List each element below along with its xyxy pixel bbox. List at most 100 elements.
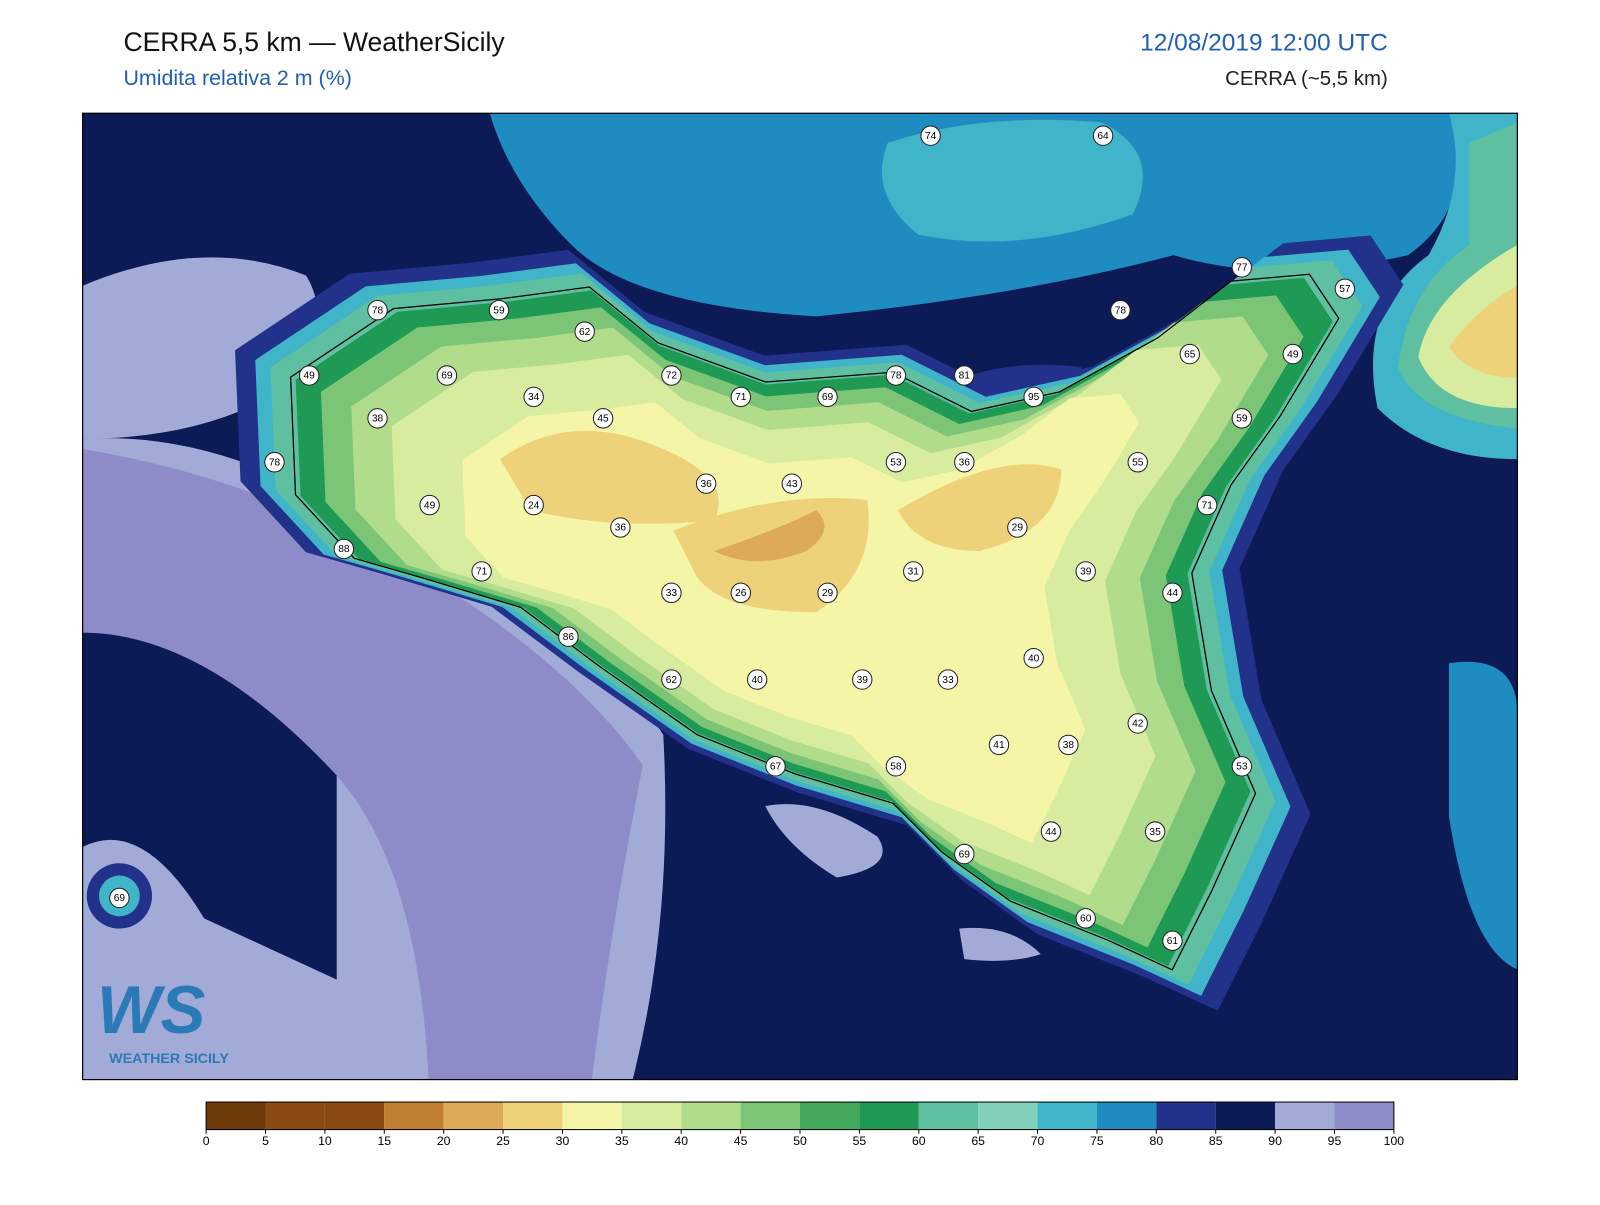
colorbar-tick-label: 50	[793, 1134, 807, 1148]
colorbar-tick-label: 5	[262, 1134, 269, 1148]
colorbar-tick-label: 15	[377, 1134, 391, 1148]
station-marker	[1127, 713, 1148, 734]
sicily-field	[235, 235, 1404, 1011]
station-value: 72	[666, 371, 678, 382]
colorbar-tick-label: 20	[437, 1134, 451, 1148]
colorbar-tick-label: 65	[971, 1134, 985, 1148]
colorbar-tick-label: 0	[203, 1134, 210, 1148]
colorbar-swatch	[1334, 1102, 1394, 1130]
station-marker	[1179, 343, 1200, 365]
station-value: 95	[1028, 392, 1040, 403]
station-value: 78	[372, 305, 384, 316]
station-marker	[1231, 257, 1253, 278]
station-value: 33	[666, 588, 678, 599]
station-marker	[730, 582, 752, 604]
station-value: 36	[959, 457, 971, 468]
station-value: 69	[822, 392, 834, 403]
station-marker	[695, 473, 717, 494]
colorbar-swatch	[1275, 1102, 1335, 1130]
colorbar-tick-label: 25	[496, 1134, 510, 1148]
station-value: 36	[615, 523, 627, 534]
colorbar-swatch	[800, 1102, 860, 1130]
station-value: 65	[1184, 349, 1196, 360]
station-marker	[471, 561, 492, 582]
station-marker	[730, 386, 752, 408]
colorbar-swatch	[1215, 1102, 1276, 1130]
station-value: 69	[959, 849, 971, 860]
station-value: 53	[890, 457, 902, 468]
station-marker	[592, 408, 614, 429]
station-value: 55	[1132, 457, 1144, 468]
station-marker	[885, 756, 907, 777]
colorbar-tick-label: 45	[734, 1134, 748, 1148]
station-marker	[1282, 343, 1304, 365]
station-marker	[954, 843, 975, 865]
subtitle: Umidita relativa 2 m (%)	[123, 66, 351, 90]
colorbar-swatch	[265, 1102, 325, 1130]
station-value: 44	[1167, 588, 1179, 599]
station-value: 29	[822, 588, 834, 599]
station-marker	[1023, 647, 1044, 669]
station-marker	[419, 494, 440, 516]
station-marker	[781, 473, 803, 494]
station-value: 39	[857, 675, 869, 686]
station-marker	[1110, 300, 1131, 321]
station-value: 35	[1149, 827, 1161, 838]
station-value: 40	[751, 675, 763, 686]
colorbar-swatch	[681, 1102, 741, 1130]
colorbar-swatch	[918, 1102, 979, 1130]
logo-text: WEATHER SICILY	[109, 1051, 229, 1067]
station-value: 45	[597, 414, 609, 425]
colorbar-swatch	[443, 1102, 504, 1130]
station-value: 59	[1236, 414, 1248, 425]
station-marker	[1127, 452, 1148, 473]
station-value: 40	[1028, 653, 1040, 664]
station-value: 38	[1063, 740, 1075, 751]
station-value: 71	[1201, 500, 1213, 511]
station-marker	[885, 365, 907, 386]
station-marker	[661, 669, 682, 690]
station-marker	[1196, 494, 1218, 516]
station-marker	[937, 669, 959, 690]
station-marker	[746, 669, 768, 690]
colorbar-swatch	[1037, 1102, 1097, 1130]
station-value: 64	[1097, 131, 1109, 142]
station-marker	[988, 734, 1010, 756]
logo: WS WEATHER SICILY	[97, 973, 229, 1067]
station-value: 43	[786, 479, 798, 490]
station-value: 62	[666, 675, 678, 686]
station-value: 78	[269, 457, 281, 468]
station-marker	[1023, 386, 1044, 408]
colorbar-tick-label: 30	[556, 1134, 570, 1148]
station-value: 57	[1339, 284, 1351, 295]
station-marker	[333, 538, 355, 560]
station-value: 77	[1236, 263, 1248, 274]
dry-patch	[500, 430, 719, 524]
station-marker	[1092, 125, 1114, 146]
station-marker	[852, 669, 873, 690]
coastline	[289, 273, 1340, 971]
colorbar-swatch	[1096, 1102, 1157, 1130]
station-value: 29	[1012, 523, 1024, 534]
station-marker	[1162, 930, 1183, 952]
colorbar-tick-label: 70	[1031, 1134, 1045, 1148]
station-value: 78	[890, 371, 902, 382]
map-frame	[82, 112, 1518, 1081]
station-marker	[1162, 582, 1183, 604]
station-value: 49	[424, 500, 436, 511]
colorbar-tick-label: 75	[1090, 1134, 1104, 1148]
colorbar-tick-label: 55	[853, 1134, 867, 1148]
station-value: 67	[770, 762, 782, 773]
station-marker	[367, 408, 388, 429]
station-value: 62	[579, 327, 591, 338]
colorbar-tick-label: 60	[912, 1134, 926, 1148]
station-marker	[488, 300, 510, 321]
colorbar-tick-label: 80	[1150, 1134, 1164, 1148]
station-marker	[954, 452, 975, 473]
station-value: 59	[493, 305, 505, 316]
station-value: 81	[959, 371, 971, 382]
colorbar-tick-label: 100	[1384, 1134, 1405, 1148]
station-marker	[817, 582, 838, 604]
station-value: 61	[1167, 936, 1179, 947]
colorbar-tick-label: 90	[1268, 1134, 1282, 1148]
